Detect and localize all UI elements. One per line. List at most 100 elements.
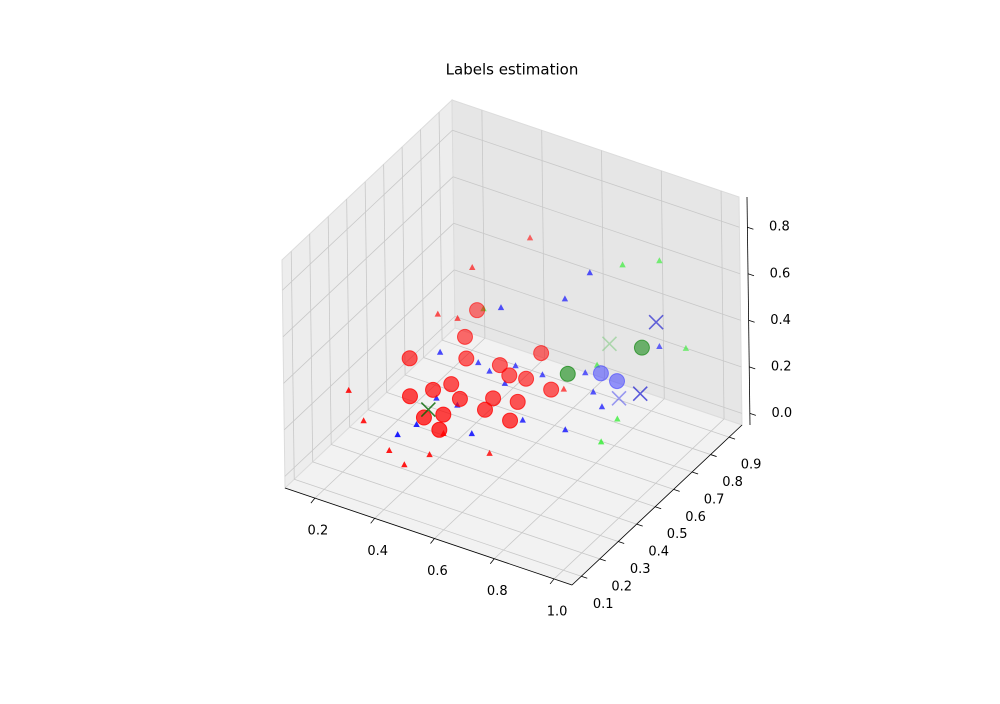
grid-line: [452, 129, 740, 228]
x-tick-label: 0.2: [308, 524, 329, 539]
triangle-point: [433, 394, 440, 401]
circle-point: [443, 376, 460, 393]
triangle-point: [454, 314, 461, 321]
grid-line: [423, 357, 711, 455]
circle-point: [476, 401, 493, 418]
x-tick-label: 0.8: [487, 584, 508, 599]
y-tick: [728, 436, 736, 440]
cross-point: [611, 390, 627, 406]
grid-line: [493, 398, 665, 560]
y-tick-label: 0.7: [704, 492, 725, 507]
grid-line: [383, 164, 388, 393]
grid-line: [434, 378, 605, 539]
triangle-point: [560, 385, 568, 392]
y-tick: [581, 575, 588, 579]
triangle-point: [436, 348, 444, 355]
triangle-point: [469, 264, 476, 271]
circle-point: [501, 367, 518, 384]
y-tick-label: 0.2: [611, 579, 632, 594]
circle-point: [415, 409, 432, 426]
grid-line: [349, 426, 637, 525]
triangle-point: [561, 295, 569, 302]
cross-point: [601, 336, 618, 352]
grid-line: [720, 190, 725, 419]
z-tick: [749, 412, 756, 416]
triangle-point: [598, 403, 606, 410]
triangle-point: [345, 386, 352, 393]
x-tick-label: 0.4: [367, 544, 388, 559]
circle-point: [502, 412, 519, 429]
triangle-point: [614, 415, 621, 422]
grid-line: [481, 110, 486, 339]
grid-line: [282, 176, 454, 338]
circle-point: [518, 370, 535, 387]
circle-point: [609, 373, 626, 390]
x-axis-line: [284, 487, 573, 586]
grid-line: [386, 391, 674, 490]
circle-point: [533, 345, 550, 362]
triangle-point: [501, 379, 509, 386]
triangle-point: [656, 342, 663, 349]
circle-point: [458, 350, 475, 367]
grid-line: [438, 112, 443, 341]
cross-point: [648, 314, 664, 330]
circle-point: [435, 406, 452, 423]
z-tick: [749, 366, 756, 370]
x-tick: [549, 578, 555, 585]
cross-point: [632, 386, 648, 402]
z-tick-label: 0.4: [770, 313, 791, 328]
z-axis-line: [746, 196, 751, 426]
grid-line: [283, 269, 455, 431]
cross-point: [420, 401, 436, 418]
circle-point: [401, 350, 418, 367]
grid-line: [294, 478, 582, 577]
triangle-point: [562, 426, 569, 433]
triangle-point: [619, 261, 626, 268]
z-tick-label: 0.8: [769, 220, 790, 235]
triangle-point: [434, 310, 442, 317]
x-tick-label: 0.6: [427, 564, 448, 579]
y-tick-label: 0.4: [648, 545, 669, 560]
grid-line: [309, 233, 314, 462]
x-tick: [310, 497, 316, 504]
circle-point: [431, 421, 448, 438]
triangle-point: [590, 388, 597, 395]
triangle-point: [413, 420, 420, 427]
chart-title: Labels estimation: [446, 61, 579, 79]
triangle-point: [586, 269, 594, 276]
grid-line: [331, 444, 619, 542]
grid-line: [283, 223, 454, 384]
circle-point: [592, 365, 609, 382]
triangle-point: [475, 359, 482, 366]
y-tick: [655, 506, 662, 510]
y-tick: [618, 541, 625, 544]
triangle-point: [386, 446, 393, 453]
circle-point: [469, 302, 486, 319]
x-tick: [489, 558, 495, 564]
triangle-point: [519, 416, 526, 423]
y-tick: [599, 558, 606, 562]
triangle-point: [512, 362, 519, 369]
grid-line: [312, 461, 600, 560]
grid-line: [553, 418, 725, 580]
y-tick-label: 0.6: [685, 510, 706, 525]
triangle-point: [597, 438, 605, 445]
grid-line: [453, 222, 741, 321]
grid-line: [327, 216, 332, 445]
triangle-point: [656, 257, 663, 264]
triangle-point: [497, 304, 505, 311]
circle-point: [425, 381, 442, 398]
triangle-point: [360, 417, 367, 424]
grid-line: [290, 251, 295, 480]
triangle-point: [394, 431, 401, 438]
z-tick-label: 0.6: [770, 266, 791, 281]
z-tick: [748, 319, 755, 323]
circle-point: [451, 390, 468, 407]
z-tick: [747, 273, 755, 277]
circle-point: [559, 365, 576, 382]
grid-line: [452, 176, 741, 275]
circle-point: [633, 339, 650, 356]
x-tick-label: 1.0: [547, 604, 568, 619]
circle-point: [485, 390, 502, 407]
circle-point: [401, 388, 418, 405]
